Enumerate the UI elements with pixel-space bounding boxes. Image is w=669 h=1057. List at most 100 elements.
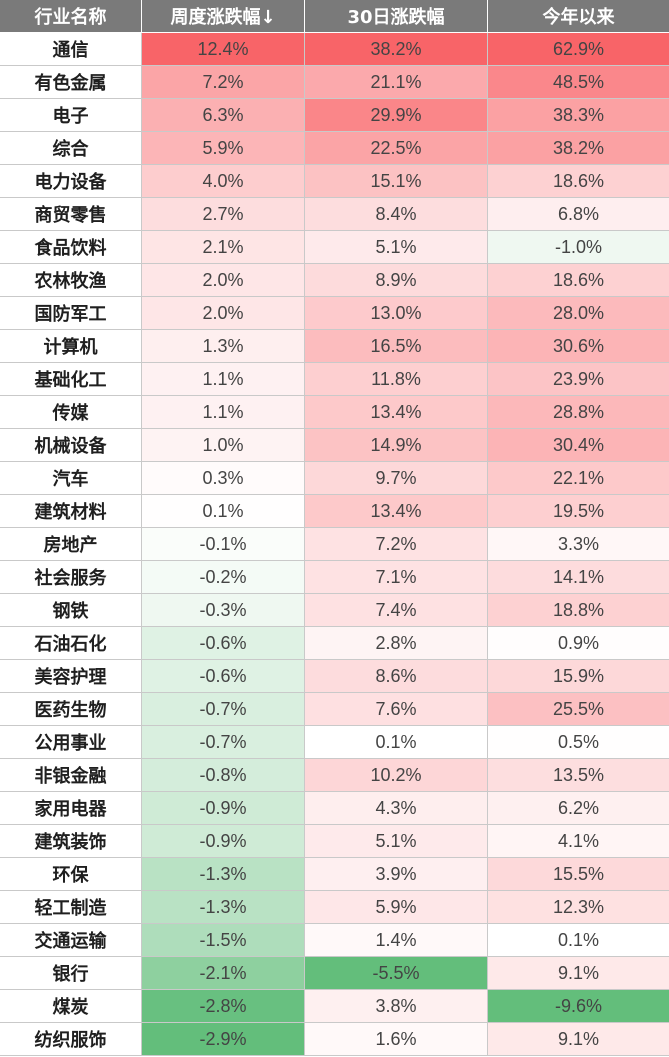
weekly-change-cell: -0.6% <box>142 660 305 693</box>
ytd-change-cell: 13.5% <box>488 759 669 792</box>
industry-name-cell: 汽车 <box>0 462 142 495</box>
industry-name-cell: 银行 <box>0 957 142 990</box>
thirty-day-change-cell: 38.2% <box>305 33 488 66</box>
header-weekly-change-sorted-desc[interactable]: 周度涨跌幅↓ <box>142 0 305 33</box>
industry-name-cell: 环保 <box>0 858 142 891</box>
ytd-change-cell: 18.6% <box>488 264 669 297</box>
thirty-day-change-cell: 7.6% <box>305 693 488 726</box>
ytd-change-cell: 12.3% <box>488 891 669 924</box>
industry-name-cell: 公用事业 <box>0 726 142 759</box>
weekly-change-cell: 1.3% <box>142 330 305 363</box>
header-industry-name[interactable]: 行业名称 <box>0 0 142 33</box>
industry-name-cell: 综合 <box>0 132 142 165</box>
industry-name-cell: 传媒 <box>0 396 142 429</box>
ytd-change-cell: 48.5% <box>488 66 669 99</box>
header-ytd-change[interactable]: 今年以来 <box>488 0 669 33</box>
weekly-change-cell: 0.3% <box>142 462 305 495</box>
industry-name-cell: 建筑装饰 <box>0 825 142 858</box>
weekly-change-cell: 6.3% <box>142 99 305 132</box>
thirty-day-change-cell: 22.5% <box>305 132 488 165</box>
ytd-change-cell: 30.4% <box>488 429 669 462</box>
industry-name-cell: 美容护理 <box>0 660 142 693</box>
weekly-change-cell: -0.8% <box>142 759 305 792</box>
ytd-change-cell: 25.5% <box>488 693 669 726</box>
ytd-change-cell: 28.0% <box>488 297 669 330</box>
weekly-change-cell: 5.9% <box>142 132 305 165</box>
thirty-day-change-cell: 5.1% <box>305 231 488 264</box>
weekly-change-cell: 1.0% <box>142 429 305 462</box>
thirty-day-change-cell: 4.3% <box>305 792 488 825</box>
thirty-day-change-cell: 8.9% <box>305 264 488 297</box>
ytd-change-cell: 9.1% <box>488 957 669 990</box>
ytd-change-cell: -9.6% <box>488 990 669 1023</box>
ytd-change-cell: 30.6% <box>488 330 669 363</box>
industry-name-cell: 房地产 <box>0 528 142 561</box>
industry-name-cell: 农林牧渔 <box>0 264 142 297</box>
thirty-day-change-cell: 5.1% <box>305 825 488 858</box>
weekly-change-cell: 4.0% <box>142 165 305 198</box>
thirty-day-change-cell: 8.6% <box>305 660 488 693</box>
industry-name-cell: 医药生物 <box>0 693 142 726</box>
weekly-change-cell: -1.5% <box>142 924 305 957</box>
weekly-change-cell: -0.1% <box>142 528 305 561</box>
thirty-day-change-cell: 9.7% <box>305 462 488 495</box>
industry-name-cell: 机械设备 <box>0 429 142 462</box>
thirty-day-change-cell: 29.9% <box>305 99 488 132</box>
ytd-change-cell: 38.3% <box>488 99 669 132</box>
industry-name-cell: 通信 <box>0 33 142 66</box>
thirty-day-change-cell: 16.5% <box>305 330 488 363</box>
weekly-change-cell: -0.9% <box>142 825 305 858</box>
industry-name-cell: 交通运输 <box>0 924 142 957</box>
thirty-day-change-cell: 13.0% <box>305 297 488 330</box>
industry-name-cell: 基础化工 <box>0 363 142 396</box>
ytd-change-cell: -1.0% <box>488 231 669 264</box>
industry-name-cell: 钢铁 <box>0 594 142 627</box>
weekly-change-cell: -0.3% <box>142 594 305 627</box>
ytd-change-cell: 14.1% <box>488 561 669 594</box>
ytd-change-cell: 62.9% <box>488 33 669 66</box>
industry-name-cell: 建筑材料 <box>0 495 142 528</box>
ytd-change-cell: 0.5% <box>488 726 669 759</box>
ytd-change-cell: 22.1% <box>488 462 669 495</box>
industry-name-cell: 纺织服饰 <box>0 1023 142 1056</box>
thirty-day-change-cell: 0.1% <box>305 726 488 759</box>
ytd-change-cell: 23.9% <box>488 363 669 396</box>
thirty-day-change-cell: 5.9% <box>305 891 488 924</box>
weekly-change-cell: 1.1% <box>142 396 305 429</box>
weekly-change-cell: 2.1% <box>142 231 305 264</box>
industry-name-cell: 煤炭 <box>0 990 142 1023</box>
ytd-change-cell: 9.1% <box>488 1023 669 1056</box>
ytd-change-cell: 28.8% <box>488 396 669 429</box>
industry-name-cell: 非银金融 <box>0 759 142 792</box>
thirty-day-change-cell: 11.8% <box>305 363 488 396</box>
thirty-day-change-cell: 14.9% <box>305 429 488 462</box>
weekly-change-cell: -0.7% <box>142 693 305 726</box>
ytd-change-cell: 18.6% <box>488 165 669 198</box>
thirty-day-change-cell: 1.4% <box>305 924 488 957</box>
weekly-change-cell: -0.7% <box>142 726 305 759</box>
ytd-change-cell: 18.8% <box>488 594 669 627</box>
thirty-day-change-cell: 10.2% <box>305 759 488 792</box>
industry-name-cell: 社会服务 <box>0 561 142 594</box>
industry-name-cell: 电子 <box>0 99 142 132</box>
ytd-change-cell: 3.3% <box>488 528 669 561</box>
header-30day-change[interactable]: 30日涨跌幅 <box>305 0 488 33</box>
weekly-change-cell: 7.2% <box>142 66 305 99</box>
ytd-change-cell: 6.2% <box>488 792 669 825</box>
thirty-day-change-cell: 2.8% <box>305 627 488 660</box>
weekly-change-cell: -2.8% <box>142 990 305 1023</box>
weekly-change-cell: -0.9% <box>142 792 305 825</box>
ytd-change-cell: 6.8% <box>488 198 669 231</box>
ytd-change-cell: 4.1% <box>488 825 669 858</box>
industry-name-cell: 有色金属 <box>0 66 142 99</box>
weekly-change-cell: 1.1% <box>142 363 305 396</box>
industry-name-cell: 轻工制造 <box>0 891 142 924</box>
weekly-change-cell: 2.7% <box>142 198 305 231</box>
weekly-change-cell: -1.3% <box>142 858 305 891</box>
ytd-change-cell: 0.9% <box>488 627 669 660</box>
industry-name-cell: 计算机 <box>0 330 142 363</box>
industry-name-cell: 石油石化 <box>0 627 142 660</box>
thirty-day-change-cell: 13.4% <box>305 396 488 429</box>
industry-name-cell: 国防军工 <box>0 297 142 330</box>
industry-name-cell: 电力设备 <box>0 165 142 198</box>
